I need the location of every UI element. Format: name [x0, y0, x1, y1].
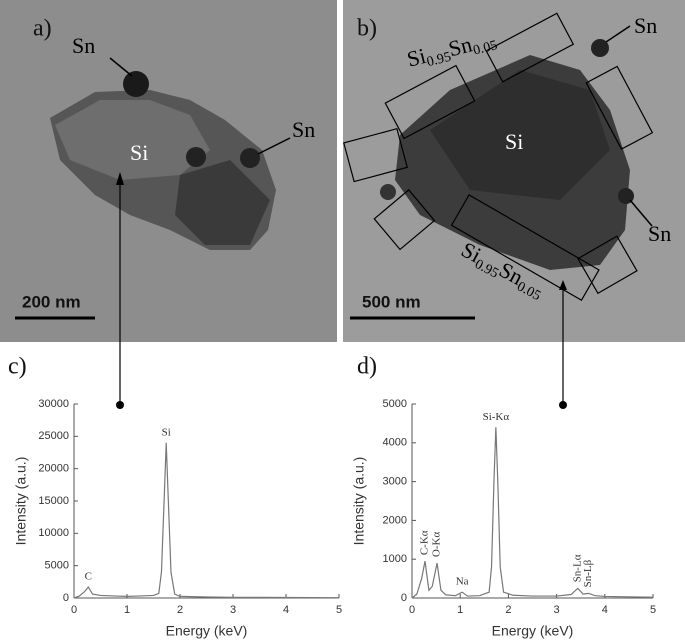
x-tick-label: 0	[409, 604, 415, 616]
annotation: Sn	[72, 33, 95, 58]
y-tick-label: 1000	[383, 553, 407, 565]
element: Si	[404, 43, 428, 72]
y-tick-label: 30000	[38, 398, 69, 410]
arrow-head	[116, 172, 124, 185]
peak-label: Na	[456, 576, 469, 588]
x-tick-label: 0	[71, 604, 77, 616]
panel-label: b)	[357, 16, 377, 42]
y-tick-label: 5000	[45, 560, 69, 572]
y-tick-label: 20000	[38, 463, 69, 475]
x-tick-label: 2	[505, 604, 511, 616]
annotation: Si	[505, 129, 523, 154]
spectrum-line	[73, 442, 340, 599]
y-tick-label: 0	[401, 592, 407, 604]
pointer-dot	[559, 401, 567, 409]
x-tick-label: 5	[650, 604, 656, 616]
scale-bar-label: 200 nm	[22, 292, 81, 311]
y-tick-label: 0	[63, 592, 69, 604]
annotation: Si	[130, 140, 148, 165]
peak-label: C	[85, 571, 92, 583]
x-tick-label: 1	[124, 604, 130, 616]
y-tick-label: 3000	[383, 476, 407, 488]
pointer-dot	[116, 401, 124, 409]
tem-image-b: b) Sn Sn Si Si0.95Sn0.05 Si0.95Sn0.05 50…	[343, 0, 685, 342]
x-axis-label: Energy (keV)	[492, 623, 574, 639]
panel-label: c)	[8, 354, 27, 380]
panel-label: a)	[33, 16, 52, 42]
scale-bar-label: 500 nm	[362, 292, 421, 311]
y-tick-label: 4000	[383, 437, 407, 449]
x-tick-label: 4	[283, 604, 289, 616]
annotation: Sn	[292, 117, 315, 142]
x-tick-label: 3	[230, 604, 236, 616]
panel-label: d)	[357, 354, 377, 380]
peak-label: Si	[162, 426, 171, 438]
annotation: Sn	[634, 13, 657, 38]
y-tick-label: 15000	[38, 495, 69, 507]
spectrum-line	[411, 427, 654, 599]
peak-label: Sn-Lα	[571, 554, 583, 582]
tem-image-a: a) Sn Sn Si 200 nm	[0, 0, 337, 342]
x-tick-label: 4	[602, 604, 608, 616]
subscript: 0.05	[472, 38, 499, 58]
y-tick-label: 25000	[38, 430, 69, 442]
subscript: 0.95	[425, 50, 452, 70]
x-tick-label: 1	[457, 604, 463, 616]
x-tick-label: 2	[177, 604, 183, 616]
y-tick-label: 5000	[383, 398, 407, 410]
x-tick-label: 3	[554, 604, 560, 616]
peak-label: Si-Kα	[483, 411, 510, 423]
annotation: Sn	[648, 221, 671, 246]
x-tick-label: 5	[336, 604, 342, 616]
x-axis-label: Energy (keV)	[166, 623, 248, 639]
peak-label: Sn-Lβ	[582, 559, 594, 587]
y-tick-label: 10000	[38, 527, 69, 539]
y-axis-label: Intensity (a.u.)	[13, 457, 29, 546]
y-tick-label: 2000	[383, 514, 407, 526]
peak-label: O-Kα	[431, 532, 443, 558]
peak-label: C-Kα	[419, 530, 431, 555]
y-axis-label: Intensity (a.u.)	[351, 457, 367, 546]
arrow-head	[559, 280, 567, 290]
